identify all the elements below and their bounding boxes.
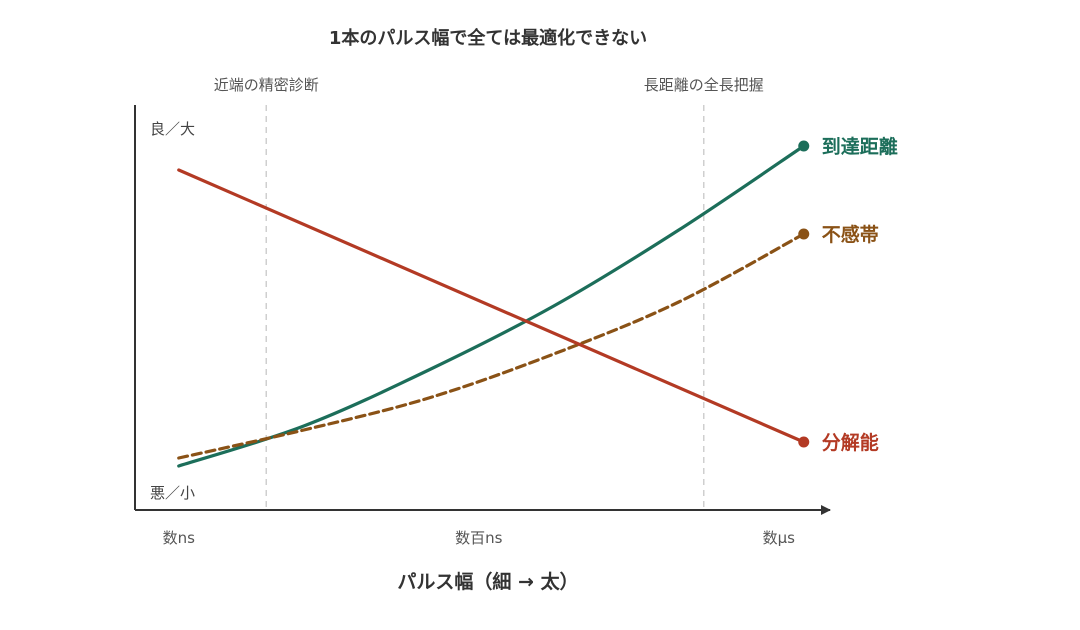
reference-line-label: 長距離の全長把握 — [644, 76, 764, 94]
series-label: 到達距離 — [822, 135, 898, 158]
series-line — [177, 168, 806, 444]
series-end-point — [798, 436, 810, 448]
series-line — [177, 232, 806, 460]
x-tick-label: 数ns — [163, 529, 196, 547]
x-tick-label: 数μs — [763, 529, 796, 547]
series-label: 分解能 — [822, 431, 879, 454]
y-axis-top-label: 良／大 — [150, 120, 195, 138]
y-axis-bottom-label: 悪／小 — [150, 484, 195, 502]
series-line — [177, 144, 806, 468]
series-end-point — [798, 140, 810, 152]
reference-lines: 近端の精密診断 長距離の全長把握 — [214, 76, 764, 510]
series-end-point — [798, 228, 810, 240]
x-tick-labels: 数ns 数百ns 数μs — [163, 529, 796, 547]
series-label: 不感帯 — [822, 223, 879, 246]
reference-line-label: 近端の精密診断 — [214, 76, 319, 94]
x-tick-label: 数百ns — [455, 529, 503, 547]
x-axis-label: パルス幅（細 → 太） — [397, 570, 578, 593]
chart-title: 1本のパルス幅で全ては最適化できない — [329, 27, 647, 49]
